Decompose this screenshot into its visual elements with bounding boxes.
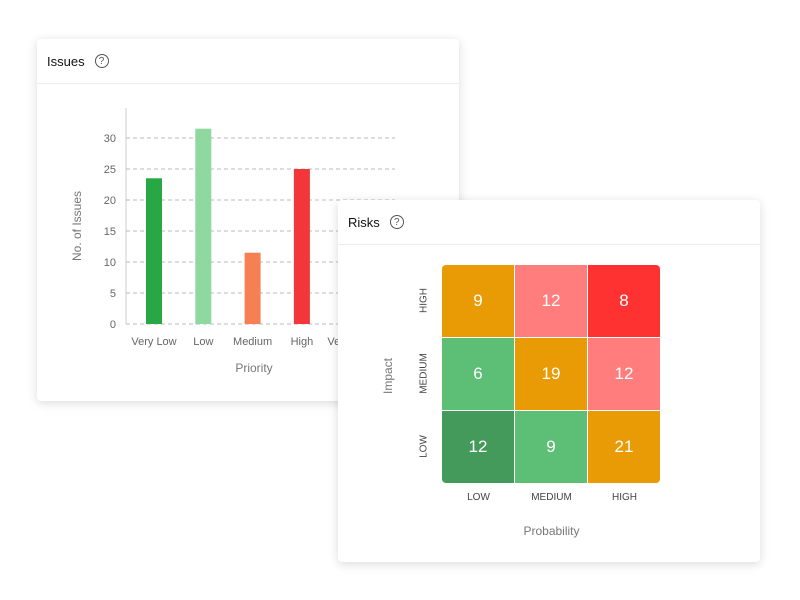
y-tick-label: 0 xyxy=(110,319,116,331)
x-tick-label: LOW xyxy=(467,492,490,503)
y-tick-label: 5 xyxy=(110,288,116,300)
x-tick-label: High xyxy=(291,336,314,348)
y-tick-label: LOW xyxy=(418,434,430,458)
y-tick-label: MEDIUM xyxy=(418,352,430,394)
x-tick-label: HIGH xyxy=(612,492,637,503)
risk-cell[interactable]: 12 xyxy=(515,265,587,337)
bar-low xyxy=(195,128,212,324)
risk-cell[interactable]: 9 xyxy=(515,411,587,483)
x-tick-label: Medium xyxy=(233,336,272,348)
issues-title: Issues xyxy=(47,53,85,69)
help-icon[interactable]: ? xyxy=(389,215,404,229)
x-axis-label: Probability xyxy=(523,524,580,538)
risk-cell[interactable]: 8 xyxy=(588,265,660,337)
y-axis-label: Impact xyxy=(381,358,395,395)
y-tick-label: HIGH xyxy=(418,287,430,313)
x-tick-label: MEDIUM xyxy=(531,492,572,503)
y-tick-label: 15 xyxy=(104,226,116,238)
risks-header: Risks ? xyxy=(338,200,760,245)
risk-cell[interactable]: 12 xyxy=(588,338,660,410)
bar-very-low xyxy=(146,178,162,324)
risk-cell[interactable]: 12 xyxy=(442,411,514,483)
y-tick-label: 30 xyxy=(104,133,116,145)
bar-medium xyxy=(244,252,261,324)
y-tick-label: 20 xyxy=(104,195,116,207)
y-axis-label: No. of Issues xyxy=(70,191,84,261)
x-tick-label: Very Low xyxy=(131,336,176,348)
risk-cell[interactable]: 6 xyxy=(442,338,514,410)
x-tick-label: Low xyxy=(193,336,213,348)
risk-cell[interactable]: 21 xyxy=(588,411,660,483)
y-tick-label: 10 xyxy=(104,257,116,269)
help-icon[interactable]: ? xyxy=(94,54,109,68)
x-axis-label: Priority xyxy=(235,361,272,375)
risk-cell[interactable]: 19 xyxy=(515,338,587,410)
risks-title: Risks xyxy=(348,214,380,230)
issues-header: Issues ? xyxy=(37,39,459,84)
risks-card: Risks ? 9 12 8 6 19 12 12 9 21 HIGH MEDIUM LOW LOW ME… xyxy=(338,200,760,562)
bar-high xyxy=(293,169,310,324)
y-tick-label: 25 xyxy=(104,164,116,176)
risk-cell[interactable]: 9 xyxy=(442,265,514,337)
